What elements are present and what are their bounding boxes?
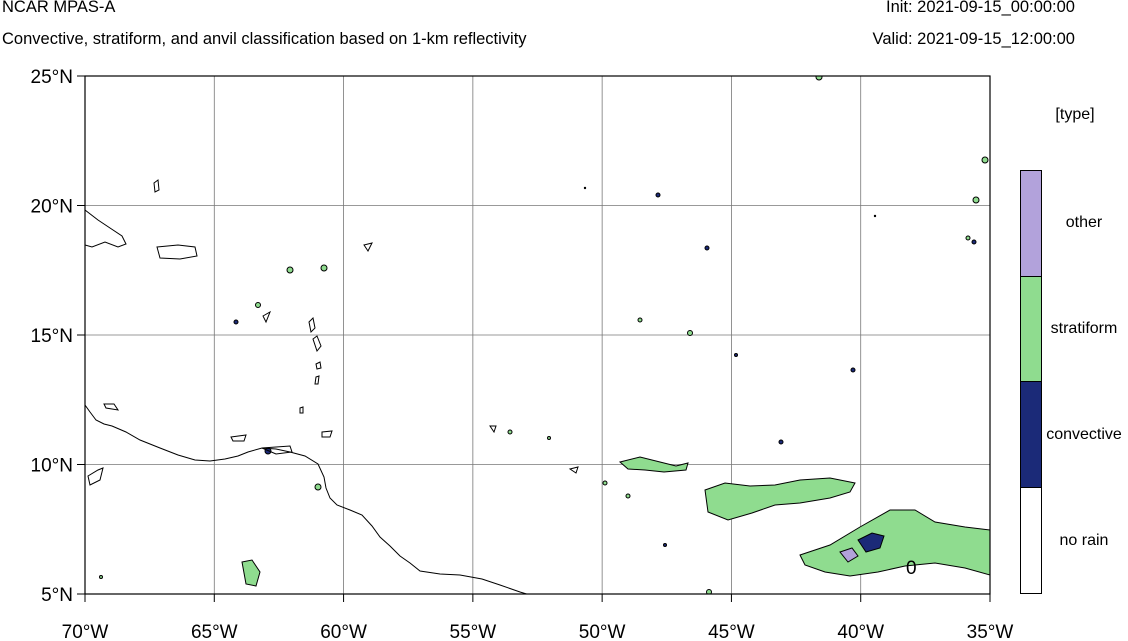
island xyxy=(568,466,579,474)
rain-cluster-north xyxy=(618,456,689,473)
lon-tick-label: 70°W xyxy=(62,622,109,641)
island xyxy=(314,375,320,385)
gridlines xyxy=(85,76,990,594)
rain-cell xyxy=(734,353,738,357)
rain-cell xyxy=(625,493,631,499)
rain-cell xyxy=(873,214,877,218)
lon-tick-label: 55°W xyxy=(450,622,497,641)
rain-cell xyxy=(850,367,856,373)
island xyxy=(87,467,104,486)
rain-cell xyxy=(547,436,551,440)
lat-tick-label: 25°N xyxy=(31,67,73,88)
rain-cluster-other xyxy=(839,547,859,563)
rain-band-east xyxy=(799,509,990,577)
island xyxy=(262,310,271,324)
rain-cluster-southwest xyxy=(241,559,261,587)
rain-cluster-convective xyxy=(857,532,885,553)
rain-cell xyxy=(602,480,608,486)
legend-label-stratiform: stratiform xyxy=(1050,320,1118,337)
lon-tick-label: 35°W xyxy=(967,622,1014,641)
lon-tick-label: 45°W xyxy=(708,622,755,641)
legend-label-no-rain: no rain xyxy=(1059,532,1109,549)
lat-tick-label: 10°N xyxy=(31,456,73,477)
lon-tick-label: 60°W xyxy=(320,622,367,641)
coastlines xyxy=(85,179,579,594)
island xyxy=(312,335,322,353)
coastline-hispaniola xyxy=(85,209,127,248)
island xyxy=(308,316,316,334)
legend-swatch-no-rain xyxy=(1021,487,1041,593)
rain-cell xyxy=(972,196,980,204)
island xyxy=(321,430,333,438)
island xyxy=(103,403,120,411)
legend-colorbar xyxy=(1020,170,1042,594)
legend-label-convective: convective xyxy=(1046,426,1122,443)
island xyxy=(315,361,322,370)
rain-cell xyxy=(637,317,643,323)
lat-tick-label: 20°N xyxy=(31,197,73,218)
rain-cell xyxy=(655,192,661,198)
coastline-south-america xyxy=(85,404,529,594)
legend-swatch-convective xyxy=(1021,382,1041,488)
axis-ticks: 70°W 65°W 60°W 55°W 50°W 45°W 40°W 35°W 5°N 10°N 1… xyxy=(31,67,1014,641)
rain-cell xyxy=(815,76,823,81)
rain-cell xyxy=(778,439,784,445)
island xyxy=(489,425,497,434)
rain-cell xyxy=(687,330,693,336)
rain-cell xyxy=(965,235,971,241)
rain-cell xyxy=(663,543,667,547)
legend-label-other: other xyxy=(1065,214,1103,231)
lat-tick-label: 5°N xyxy=(41,585,73,606)
legend-title: [type] xyxy=(1055,106,1095,123)
rain-cell xyxy=(704,245,710,251)
lon-tick-label: 65°W xyxy=(191,622,238,641)
model-title: NCAR MPAS-A xyxy=(2,0,116,16)
island xyxy=(230,434,247,442)
coastline-puerto-rico xyxy=(156,244,198,260)
legend-swatch-other xyxy=(1021,171,1041,277)
rain-cell xyxy=(314,483,322,491)
island xyxy=(363,242,373,252)
lon-tick-label: 40°W xyxy=(837,622,884,641)
rain-cell xyxy=(507,429,513,435)
contour-label: 0 xyxy=(906,558,917,579)
island xyxy=(153,179,160,193)
valid-time: Valid: 2021-09-15_12:00:00 xyxy=(872,30,1075,48)
lon-tick-label: 50°W xyxy=(579,622,626,641)
init-time: Init: 2021-09-15_00:00:00 xyxy=(886,0,1075,16)
rain-cell xyxy=(286,266,294,274)
plot-description: Convective, stratiform, and anvil classi… xyxy=(2,30,527,48)
rain-cell xyxy=(706,589,712,594)
lat-tick-label: 15°N xyxy=(31,326,73,347)
coastline-trinidad xyxy=(261,445,293,455)
precipitation-layer xyxy=(99,76,990,594)
rain-cluster-central xyxy=(704,477,856,521)
rain-cell xyxy=(971,239,977,245)
legend-swatch-stratiform xyxy=(1021,276,1041,382)
rain-cell xyxy=(320,264,328,272)
rain-cell xyxy=(255,302,261,308)
rain-cell xyxy=(583,186,587,190)
rain-cell xyxy=(233,319,239,325)
rain-cell xyxy=(99,575,103,579)
island xyxy=(299,406,304,414)
rain-cell xyxy=(981,156,989,164)
